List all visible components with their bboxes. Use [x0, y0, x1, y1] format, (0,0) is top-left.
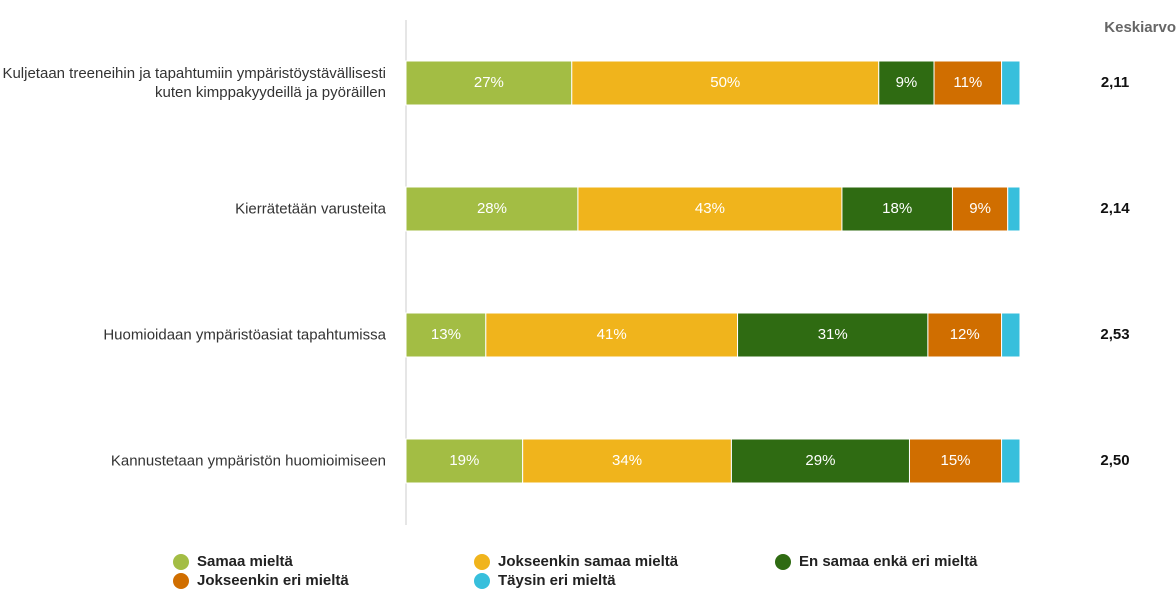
data-label: 11%: [953, 74, 982, 91]
average-value: 2,53: [1100, 326, 1129, 343]
bar-segment: [737, 312, 929, 358]
data-label: 18%: [882, 200, 912, 217]
legend-marker: [474, 554, 490, 570]
bar-segment: [522, 438, 732, 484]
data-label: 27%: [474, 74, 504, 91]
bar-segment: [571, 60, 880, 106]
bar-segment: [1001, 312, 1021, 358]
legend-marker: [775, 554, 791, 570]
data-label: 15%: [941, 452, 971, 469]
data-label: 31%: [818, 326, 848, 343]
average-value: 2,14: [1100, 200, 1130, 217]
data-label: 43%: [695, 200, 725, 217]
category-label: Kuljetaan treeneihin ja tapahtumiin ympä…: [2, 65, 386, 101]
legend-marker: [173, 554, 189, 570]
data-label: 41%: [597, 326, 627, 343]
data-label: 12%: [950, 326, 980, 343]
category-label: Kannustetaan ympäristön huomioimiseen: [110, 452, 386, 470]
data-label: 34%: [612, 452, 642, 469]
legend-label: En samaa enkä eri mieltä: [799, 553, 978, 570]
data-label: 9%: [896, 74, 918, 91]
bar-segment: [405, 312, 487, 358]
bar-segment: [1007, 186, 1021, 232]
bar-segment: [730, 438, 910, 484]
legend-label: Jokseenkin eri mieltä: [197, 572, 349, 589]
data-label: 9%: [969, 200, 991, 217]
bar-segment: [951, 186, 1009, 232]
bar-segment: [933, 60, 1003, 106]
legend-label: Täysin eri mieltä: [498, 572, 616, 589]
average-value: 2,11: [1101, 74, 1129, 91]
data-label: 19%: [449, 452, 479, 469]
data-label: 29%: [805, 452, 835, 469]
legend-marker: [173, 573, 189, 589]
category-label: Huomioidaan ympäristöasiat tapahtumissa: [103, 326, 386, 344]
data-label: 50%: [710, 74, 740, 91]
bar-segment: [1001, 438, 1021, 484]
category-label: Kierrätetään varusteita: [235, 200, 386, 218]
data-label: 28%: [477, 200, 507, 217]
bar-segment: [405, 60, 573, 106]
data-label: 13%: [431, 326, 461, 343]
bar-segment: [908, 438, 1003, 484]
bar-segment: [1001, 60, 1021, 106]
bar-segment: [485, 312, 739, 358]
legend-label: Jokseenkin samaa mieltä: [498, 553, 679, 570]
bar-segment: [927, 312, 1003, 358]
average-title: Keskiarvo: [1104, 19, 1176, 36]
average-value: 2,50: [1100, 452, 1129, 469]
legend-marker: [474, 573, 490, 589]
legend-label: Samaa mieltä: [197, 553, 294, 570]
bar-segment: [405, 438, 524, 484]
